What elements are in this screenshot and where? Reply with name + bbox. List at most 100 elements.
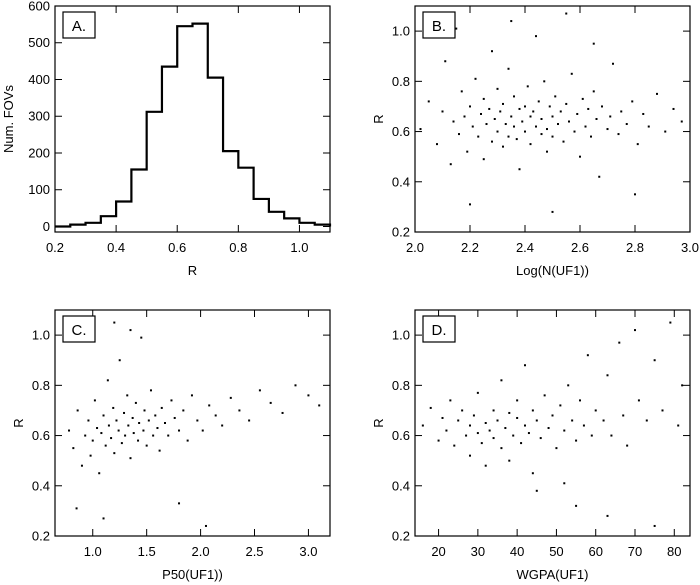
x-tick-label: 70	[628, 544, 642, 559]
scatter-point	[485, 123, 488, 126]
scatter-point	[107, 424, 110, 427]
scatter-point	[516, 399, 519, 402]
x-tick-label: 0.4	[107, 240, 125, 255]
scatter-point	[554, 95, 557, 98]
histogram-bin	[101, 216, 116, 226]
scatter-point	[158, 449, 161, 452]
scatter-point	[449, 163, 452, 166]
scatter-point	[76, 409, 79, 412]
histogram-bin	[147, 112, 162, 227]
scatter-point	[429, 406, 432, 409]
scatter-point	[491, 50, 493, 53]
scatter-point	[100, 432, 103, 435]
scatter-point	[581, 97, 584, 100]
scatter-point	[120, 442, 123, 445]
scatter-point	[555, 447, 558, 450]
plot-frame	[414, 5, 691, 233]
scatter-point	[609, 115, 612, 118]
x-tick-label: 60	[588, 544, 602, 559]
y-tick-label: 0	[43, 219, 50, 234]
scatter-point	[526, 85, 529, 88]
scatter-point	[576, 112, 579, 115]
panel-tag: C.	[72, 322, 87, 339]
scatter-point	[488, 107, 491, 110]
scatter-point	[631, 100, 634, 103]
scatter-point	[142, 429, 145, 432]
panel-tag: A.	[72, 18, 86, 35]
scatter-point	[441, 110, 444, 113]
scatter-point	[457, 419, 460, 422]
scatter-point	[527, 432, 530, 435]
scatter-point	[507, 135, 510, 138]
scatter-point	[647, 125, 650, 128]
scatter-point	[606, 128, 609, 131]
scatter-point	[469, 454, 471, 457]
scatter-point	[445, 429, 448, 432]
scatter-point	[516, 416, 519, 419]
scatter-point	[540, 133, 543, 136]
scatter-point	[469, 203, 471, 206]
scatter-point	[102, 414, 105, 417]
scatter-point	[518, 107, 521, 110]
y-tick-label: 600	[28, 0, 50, 14]
x-tick-label: 2.8	[626, 240, 644, 255]
scatter-point	[677, 424, 680, 427]
scatter-point	[680, 120, 683, 123]
y-tick-label: 400	[28, 72, 50, 87]
scatter-point	[178, 502, 181, 505]
scatter-point	[112, 406, 115, 409]
scatter-point	[480, 442, 483, 445]
scatter-point	[186, 439, 189, 442]
scatter-point	[258, 389, 261, 392]
scatter-point	[551, 414, 554, 417]
scatter-point	[531, 472, 534, 475]
x-axis-label: R	[188, 263, 197, 278]
x-tick-label: 30	[471, 544, 485, 559]
scatter-point	[106, 379, 109, 382]
histogram-bin	[131, 170, 146, 227]
scatter-point	[653, 359, 656, 362]
scatter-point	[672, 107, 675, 110]
scatter-point	[537, 100, 540, 103]
scatter-point	[190, 394, 193, 397]
scatter-point	[156, 427, 159, 430]
scatter-point	[476, 432, 479, 435]
histogram-bin	[284, 218, 299, 226]
scatter-point	[124, 434, 127, 437]
scatter-point	[598, 175, 601, 178]
scatter-point	[590, 434, 593, 437]
scatter-point	[529, 115, 532, 118]
scatter-point	[575, 439, 578, 442]
scatter-point	[427, 100, 430, 103]
scatter-point	[469, 105, 471, 108]
y-tick-label: 0.2	[32, 529, 50, 544]
scatter-point	[518, 168, 521, 171]
scatter-point	[617, 133, 620, 136]
scatter-point	[458, 133, 460, 136]
histogram-bin	[299, 223, 314, 227]
scatter-point	[653, 524, 656, 527]
x-tick-label: 0.8	[229, 240, 247, 255]
x-tick-label: 2.4	[516, 240, 534, 255]
scatter-point	[535, 419, 538, 422]
scatter-point	[131, 416, 134, 419]
scatter-point	[602, 419, 605, 422]
scatter-point	[535, 35, 537, 38]
scatter-point	[113, 321, 116, 324]
x-axis-label: Log(N(UF1))	[516, 263, 589, 278]
x-axis-label: WGPA(UF1)	[517, 567, 589, 582]
scatter-point	[484, 422, 487, 424]
scatter-point	[167, 434, 170, 437]
scatter-point	[87, 419, 90, 422]
y-tick-label: 1.0	[32, 328, 50, 343]
scatter-point	[89, 454, 92, 457]
scatter-point	[113, 452, 116, 455]
scatter-point	[551, 115, 554, 118]
scatter-point	[571, 419, 574, 422]
scatter-point	[126, 394, 129, 397]
x-tick-label: 2.5	[245, 544, 263, 559]
histogram-bin	[269, 212, 284, 227]
scatter-point	[512, 434, 515, 437]
scatter-point	[637, 399, 640, 402]
